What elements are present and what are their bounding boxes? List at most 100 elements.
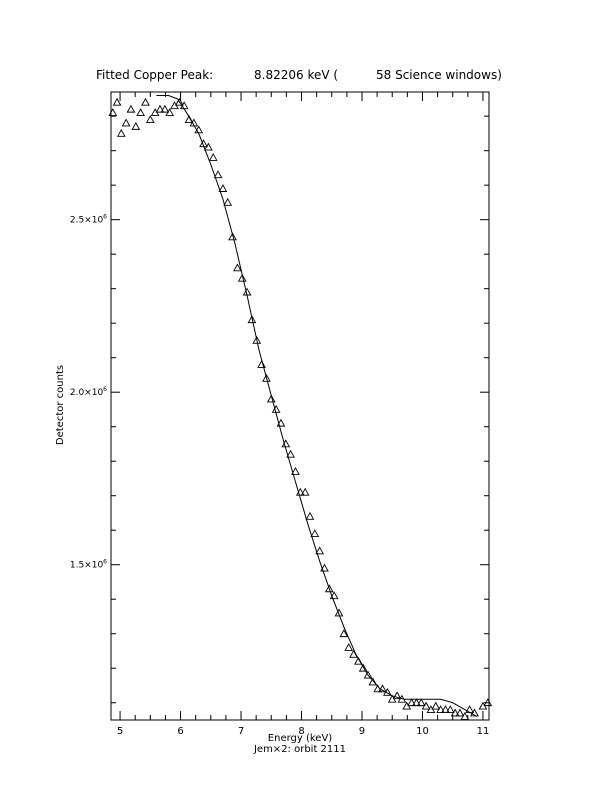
data-point <box>383 687 392 696</box>
data-point <box>412 698 421 707</box>
footer-label: Jem×2: orbit 2111 <box>253 744 346 755</box>
fit-curve <box>156 95 478 717</box>
data-point <box>223 197 233 206</box>
data-point <box>291 467 300 475</box>
y-axis-label: Detector counts <box>55 365 66 445</box>
data-point <box>373 684 383 693</box>
data-point <box>155 104 165 113</box>
data-point <box>281 439 291 448</box>
data-point <box>353 656 363 665</box>
data-point <box>378 684 387 693</box>
data-point <box>184 115 194 123</box>
data-point <box>455 708 465 717</box>
data-point <box>131 121 141 130</box>
data-point <box>194 125 204 134</box>
plot-frame <box>110 91 490 721</box>
data-point <box>286 449 295 458</box>
tick-group <box>111 92 489 720</box>
data-point <box>450 708 460 717</box>
data-point <box>483 698 493 707</box>
data-point <box>368 677 378 686</box>
chart-title-part-2: 8.82206 keV ( <box>254 68 338 82</box>
y-tick-mantissa: 2.5×10 <box>70 216 104 226</box>
fit-curve-group <box>156 95 478 717</box>
data-point <box>257 360 266 368</box>
x-tick-label: 7 <box>238 726 244 737</box>
data-point <box>199 139 208 148</box>
data-point <box>208 153 218 161</box>
x-tick-label: 5 <box>117 726 123 737</box>
data-point <box>262 373 271 382</box>
y-tick-exponent: 6 <box>103 214 107 221</box>
data-point <box>204 142 213 151</box>
data-point <box>329 591 339 600</box>
data-point <box>320 563 329 572</box>
data-point <box>460 712 470 720</box>
data-point <box>315 546 325 555</box>
data-point <box>407 698 416 707</box>
data-point <box>397 694 407 703</box>
x-tick-label: 8 <box>298 726 304 737</box>
data-point <box>213 170 223 179</box>
x-tick-label: 6 <box>177 726 183 737</box>
data-point <box>392 691 402 700</box>
data-point <box>160 104 170 113</box>
data-point <box>441 705 450 713</box>
y-tick-mantissa: 2.0×10 <box>70 388 104 398</box>
data-point <box>247 315 257 324</box>
y-tick-exponent: 6 <box>103 386 107 393</box>
data-point <box>445 705 455 713</box>
y-tick-mantissa: 1.5×10 <box>70 561 104 571</box>
y-tick-exponent: 6 <box>103 559 107 566</box>
data-point <box>136 108 145 117</box>
data-point <box>310 529 320 537</box>
data-point <box>126 104 136 113</box>
x-tick-labels: 5 6 7 8 9 10 11 <box>117 726 489 737</box>
y-tick-label: 2.5×106 <box>70 214 107 226</box>
data-point <box>218 184 228 192</box>
data-point <box>266 394 276 403</box>
data-point <box>141 97 150 106</box>
chart-title-part-3: 58 Science windows) <box>376 68 502 82</box>
data-point <box>305 511 315 520</box>
data-point <box>271 404 281 413</box>
data-markers-group <box>108 97 493 720</box>
data-point <box>145 115 155 123</box>
data-point <box>300 487 310 496</box>
x-tick-label: 10 <box>416 726 429 737</box>
data-point <box>228 232 237 241</box>
x-tick-label: 11 <box>477 726 490 737</box>
data-point <box>189 118 199 127</box>
x-axis-label: Energy (keV) <box>268 733 333 744</box>
data-point <box>431 701 441 710</box>
data-point <box>339 629 349 638</box>
data-point <box>344 643 354 651</box>
data-point <box>165 108 175 117</box>
x-tick-label: 9 <box>359 726 365 737</box>
data-point <box>233 263 242 272</box>
data-point <box>465 705 475 713</box>
data-point <box>470 708 479 717</box>
data-point <box>363 670 373 679</box>
data-point <box>276 418 286 427</box>
data-point <box>436 705 445 713</box>
y-tick-label: 1.5×106 <box>70 559 107 571</box>
data-point <box>121 118 131 127</box>
data-point <box>349 649 358 658</box>
data-point <box>116 128 126 137</box>
data-point <box>334 608 344 617</box>
y-tick-label: 2.0×106 <box>70 386 107 398</box>
data-point <box>174 97 184 106</box>
data-point <box>295 487 305 496</box>
data-point <box>112 97 122 106</box>
data-point <box>108 108 118 117</box>
data-point <box>416 698 426 707</box>
data-point <box>237 273 247 282</box>
data-point <box>358 663 368 672</box>
data-point <box>252 335 262 344</box>
chart-title-part-1: Fitted Copper Peak: <box>96 68 213 82</box>
data-point <box>179 101 189 110</box>
data-point <box>324 584 334 593</box>
